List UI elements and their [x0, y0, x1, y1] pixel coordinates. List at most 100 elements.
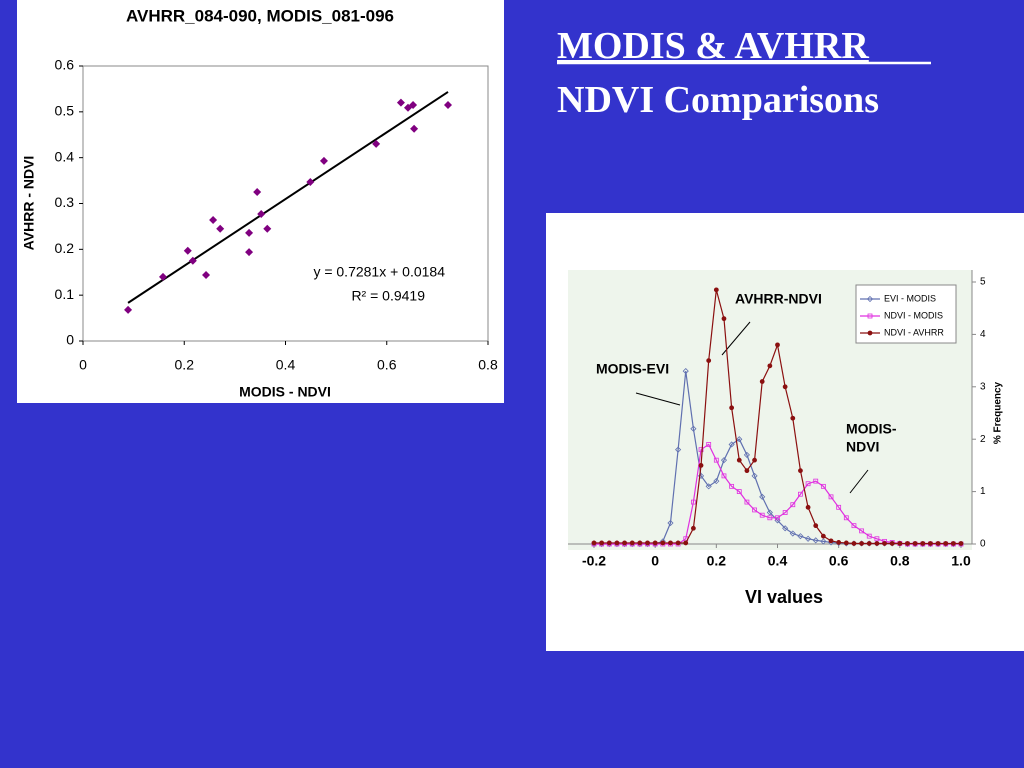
- line-marker: [866, 541, 872, 546]
- line-marker: [798, 491, 803, 497]
- line-marker: [897, 541, 903, 546]
- line-marker: [736, 436, 743, 443]
- line-marker: [798, 468, 803, 474]
- x-tick-label: 0.2: [175, 357, 195, 373]
- line-marker: [690, 499, 696, 505]
- line-marker: [667, 519, 674, 527]
- line-marker: [767, 363, 773, 369]
- annotation-arrow: [849, 469, 869, 494]
- line-marker: [698, 447, 704, 453]
- line-marker: [836, 504, 842, 510]
- line-marker: [728, 441, 735, 448]
- scatter-point: [396, 98, 405, 107]
- line-marker: [790, 502, 796, 508]
- line-marker: [713, 457, 719, 463]
- line-marker: [736, 457, 742, 463]
- line-marker: [744, 468, 750, 474]
- x-tick-label: -0.2: [582, 553, 606, 569]
- line-marker: [729, 483, 735, 489]
- line-marker: [645, 540, 650, 546]
- line-marker: [706, 358, 712, 364]
- y-tick-label: 0.1: [55, 286, 75, 302]
- line-marker: [859, 541, 865, 546]
- scatter-point: [245, 228, 254, 237]
- scatter-point: [319, 156, 328, 165]
- trendline-equation: y = 0.7281x + 0.0184: [313, 264, 445, 280]
- line-marker: [698, 462, 704, 468]
- line-marker: [721, 473, 727, 479]
- line-marker: [790, 415, 796, 421]
- y-tick-label: 0: [66, 332, 74, 348]
- line-marker: [958, 541, 964, 546]
- scatter-point: [253, 188, 262, 197]
- line-marker: [859, 528, 865, 534]
- line-marker: [943, 541, 949, 546]
- line-marker: [935, 541, 941, 546]
- line-marker: [813, 478, 819, 484]
- legend-label: NDVI - AVHRR: [884, 327, 944, 337]
- line-marker: [713, 287, 719, 293]
- line-marker: [622, 540, 627, 546]
- scatter-point: [202, 271, 211, 279]
- line-marker: [591, 540, 597, 546]
- y2-tick-label: 2: [980, 434, 986, 445]
- line-marker: [782, 525, 789, 532]
- y-tick-label: 0.2: [55, 240, 75, 256]
- line-marker: [797, 533, 804, 540]
- line-marker: [675, 540, 681, 546]
- line-marker: [721, 316, 727, 322]
- line-marker: [652, 540, 658, 546]
- x-tick-label: 0.6: [377, 357, 397, 373]
- line-marker: [736, 489, 742, 495]
- y2-tick-label: 5: [980, 277, 986, 288]
- line-marker: [752, 457, 757, 463]
- y-tick-label: 0.4: [55, 148, 75, 164]
- slide-subtitle: NDVI Comparisons: [557, 79, 879, 121]
- line-marker: [805, 535, 812, 542]
- chart-title: AVHRR_084-090, MODIS_081-096: [126, 6, 394, 25]
- scatter-point: [245, 248, 254, 257]
- line-marker: [782, 384, 788, 390]
- line-marker: [812, 537, 819, 544]
- line-marker: [705, 483, 712, 490]
- scatter-point: [257, 210, 266, 219]
- line-marker: [874, 536, 880, 542]
- annotation: NDVI: [846, 439, 879, 455]
- line-marker: [751, 472, 758, 479]
- line-marker: [637, 540, 643, 546]
- line-marker: [606, 540, 612, 546]
- line-marker: [599, 540, 605, 546]
- line-marker: [889, 541, 895, 546]
- line-marker: [851, 541, 857, 546]
- line-marker: [660, 540, 666, 546]
- x-tick-label: 0.6: [829, 553, 849, 569]
- line-marker: [706, 442, 712, 447]
- line-marker: [950, 541, 956, 546]
- legend-marker: [866, 295, 874, 303]
- line-marker: [782, 510, 788, 515]
- scatter-point: [410, 124, 419, 133]
- line-marker: [805, 481, 811, 487]
- y2-tick-label: 4: [980, 329, 986, 340]
- line-marker: [912, 541, 918, 546]
- line-marker: [882, 541, 887, 546]
- line-marker: [820, 538, 827, 545]
- y-tick-label: 0.5: [55, 103, 75, 119]
- x-tick-label: 0.4: [276, 357, 296, 373]
- annotation: MODIS-EVI: [596, 361, 669, 377]
- line-marker: [813, 523, 819, 529]
- scatter-point: [124, 305, 133, 314]
- line-marker: [759, 493, 766, 500]
- r-squared-label: R² = 0.9419: [351, 288, 425, 304]
- line-marker: [759, 512, 765, 518]
- line-marker: [752, 507, 757, 513]
- scatter-point: [158, 272, 167, 281]
- legend-label: EVI - MODIS: [884, 293, 936, 303]
- line-marker: [905, 541, 910, 546]
- line-marker: [920, 541, 926, 546]
- line-marker: [690, 525, 696, 531]
- scatter-point: [209, 216, 218, 224]
- scatter-point: [306, 177, 315, 186]
- y-tick-label: 0.6: [55, 57, 75, 73]
- line-marker: [713, 478, 720, 485]
